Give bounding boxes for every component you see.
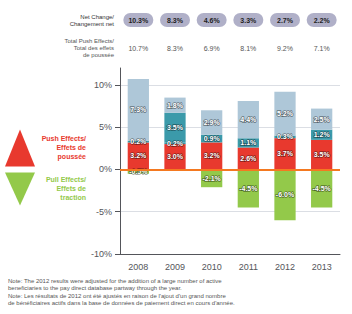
svg-text:-6.0%: -6.0% xyxy=(276,191,295,198)
svg-text:Note: Les résultats de 2012 on: Note: Les résultats de 2012 ont été ajus… xyxy=(8,293,226,299)
svg-text:0%: 0% xyxy=(99,164,112,174)
svg-text:Net Change/: Net Change/ xyxy=(80,14,114,20)
svg-text:traction: traction xyxy=(60,194,86,201)
svg-text:Changement net: Changement net xyxy=(70,21,115,27)
svg-text:3.5%: 3.5% xyxy=(167,124,184,131)
svg-text:1.8%: 1.8% xyxy=(167,102,184,109)
svg-text:4.4%: 4.4% xyxy=(240,116,257,123)
svg-text:3.2%: 3.2% xyxy=(130,152,147,159)
svg-text:1.1%: 1.1% xyxy=(240,139,257,146)
svg-text:2011: 2011 xyxy=(239,262,258,272)
svg-text:0.9%: 0.9% xyxy=(204,135,221,142)
svg-text:de bénéficiaires actifs dans l: de bénéficiaires actifs dans la base de … xyxy=(8,300,235,306)
svg-text:poussée: poussée xyxy=(58,153,87,161)
svg-text:Effets de: Effets de xyxy=(56,144,86,151)
svg-text:3.2%: 3.2% xyxy=(204,152,221,159)
svg-text:7.1%: 7.1% xyxy=(314,45,330,52)
svg-text:3.7%: 3.7% xyxy=(277,150,294,157)
svg-text:Total Push Effects/: Total Push Effects/ xyxy=(64,38,114,44)
svg-text:2.2%: 2.2% xyxy=(314,17,331,24)
svg-text:8.1%: 8.1% xyxy=(240,45,256,52)
svg-text:1.2%: 1.2% xyxy=(314,131,331,138)
svg-text:-4.5%: -4.5% xyxy=(239,185,258,192)
svg-text:6.9%: 6.9% xyxy=(204,45,220,52)
svg-text:-2.1%: -2.1% xyxy=(203,175,222,182)
svg-text:0.2%: 0.2% xyxy=(167,140,184,147)
svg-text:Push Effects/: Push Effects/ xyxy=(42,135,86,142)
svg-text:3.5%: 3.5% xyxy=(314,151,331,158)
svg-text:3.0%: 3.0% xyxy=(167,153,184,160)
svg-text:Effets de: Effets de xyxy=(56,185,86,192)
svg-text:2.6%: 2.6% xyxy=(240,155,257,162)
svg-text:-5%: -5% xyxy=(96,207,112,217)
svg-text:2009: 2009 xyxy=(165,262,185,272)
svg-text:5%: 5% xyxy=(99,122,112,132)
svg-text:0.2%: 0.2% xyxy=(130,138,147,145)
svg-text:-4.5%: -4.5% xyxy=(313,185,332,192)
svg-text:10.7%: 10.7% xyxy=(128,45,148,52)
svg-text:Total des effets: Total des effets xyxy=(74,45,114,51)
svg-text:3.3%: 3.3% xyxy=(240,17,257,24)
svg-text:beneficiaries to the pay direc: beneficiaries to the pay direct database… xyxy=(8,285,182,291)
svg-text:Note: The 2012 results were ad: Note: The 2012 results were adjusted for… xyxy=(8,278,222,284)
svg-text:2.9%: 2.9% xyxy=(204,119,221,126)
svg-text:2.7%: 2.7% xyxy=(277,17,294,24)
svg-text:-10%: -10% xyxy=(91,249,112,259)
svg-text:8.3%: 8.3% xyxy=(167,17,184,24)
svg-text:2010: 2010 xyxy=(202,262,222,272)
svg-text:8.3%: 8.3% xyxy=(167,45,183,52)
svg-text:4.6%: 4.6% xyxy=(204,17,221,24)
svg-text:de poussée: de poussée xyxy=(83,52,115,58)
svg-text:0.3%: 0.3% xyxy=(277,133,294,140)
svg-text:10.3%: 10.3% xyxy=(128,17,149,24)
svg-text:10%: 10% xyxy=(94,80,112,90)
svg-text:Pull Effects/: Pull Effects/ xyxy=(46,176,86,183)
svg-text:2012: 2012 xyxy=(275,262,295,272)
svg-text:2.5%: 2.5% xyxy=(314,116,331,123)
svg-text:5.2%: 5.2% xyxy=(277,110,294,117)
svg-text:-0.5%: -0.5% xyxy=(129,168,148,176)
svg-text:7.3%: 7.3% xyxy=(130,106,147,113)
svg-text:2008: 2008 xyxy=(128,262,148,272)
svg-text:2013: 2013 xyxy=(312,262,332,272)
svg-text:9.2%: 9.2% xyxy=(277,45,293,52)
